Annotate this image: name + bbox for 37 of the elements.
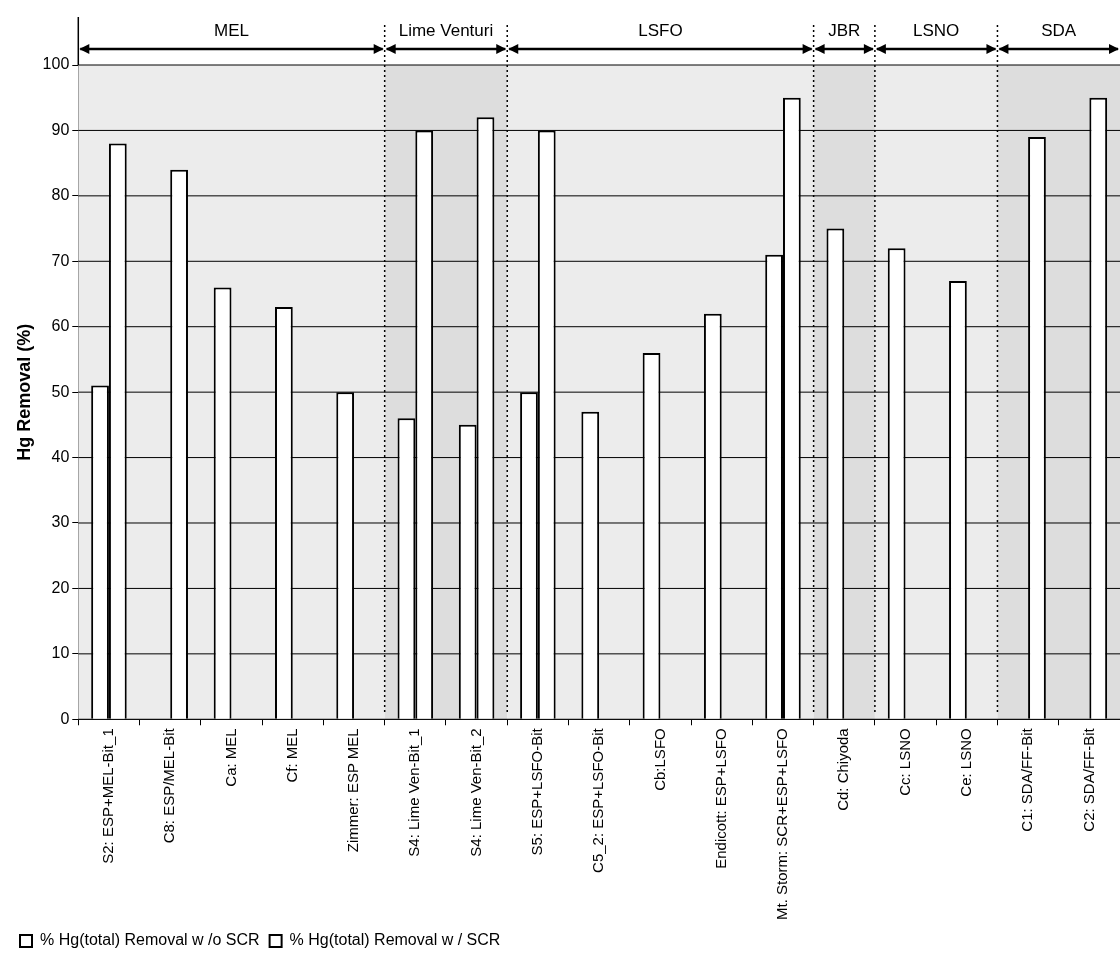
x-tick-label: C8: ESP/MEL-Bit [160,727,178,844]
x-tick-label: Cc: LSNO [895,728,913,796]
x-tick-label: Ca: MEL [221,728,239,787]
band-label: SDA [1041,21,1077,40]
x-tick-label: Mt. Storm: SCR+ESP+LSFO [773,728,791,920]
y-tick-label: 90 [51,120,70,138]
x-tick-label: S5: ESP+LSFO-Bit [528,727,546,856]
y-tick-label: 60 [51,317,70,335]
y-tick-label: 80 [51,186,70,204]
x-tick-label: Zimmer: ESP MEL [344,728,362,853]
legend-label: % Hg(total) Removal w /o SCR [40,931,260,949]
band-label: MEL [214,21,249,40]
band-label: LSFO [638,21,683,40]
band-label: LSNO [913,21,960,40]
x-tick-label: C2: SDA/FF-Bit [1079,727,1097,832]
y-tick-label: 100 [42,55,70,73]
legend-label: % Hg(total) Removal w / SCR [289,931,501,949]
band-label: Lime Venturi [398,21,494,40]
y-tick-label: 10 [51,644,70,662]
x-tick-label: Endicott: ESP+LSFO [711,728,729,869]
x-tick-label: Cd: Chiyoda [834,727,852,811]
band-label: JBR [828,21,861,40]
x-tick-label: C5_2: ESP+LSFO-Bit [589,727,607,873]
x-tick-label: S2: ESP+MEL-Bit_1 [99,728,117,864]
y-tick-label: 0 [60,709,70,727]
x-tick-label: Cf: MEL [282,728,300,783]
x-tick-label: Cb:LSFO [650,728,668,791]
y-axis-title: Hg Removal (%) [13,323,34,461]
y-tick-label: 50 [51,382,70,400]
y-tick-label: 70 [51,251,70,269]
x-tick-label: Ce: LSNO [956,728,974,797]
y-tick-label: 20 [51,578,70,596]
x-tick-label: S4: Lime Ven-Bit_1 [405,728,423,857]
x-tick-label: S4: Lime Ven-Bit_2 [466,728,484,857]
y-tick-label: 40 [51,447,70,465]
x-tick-label: C1: SDA/FF-Bit [1018,727,1036,832]
y-tick-label: 30 [51,513,70,531]
